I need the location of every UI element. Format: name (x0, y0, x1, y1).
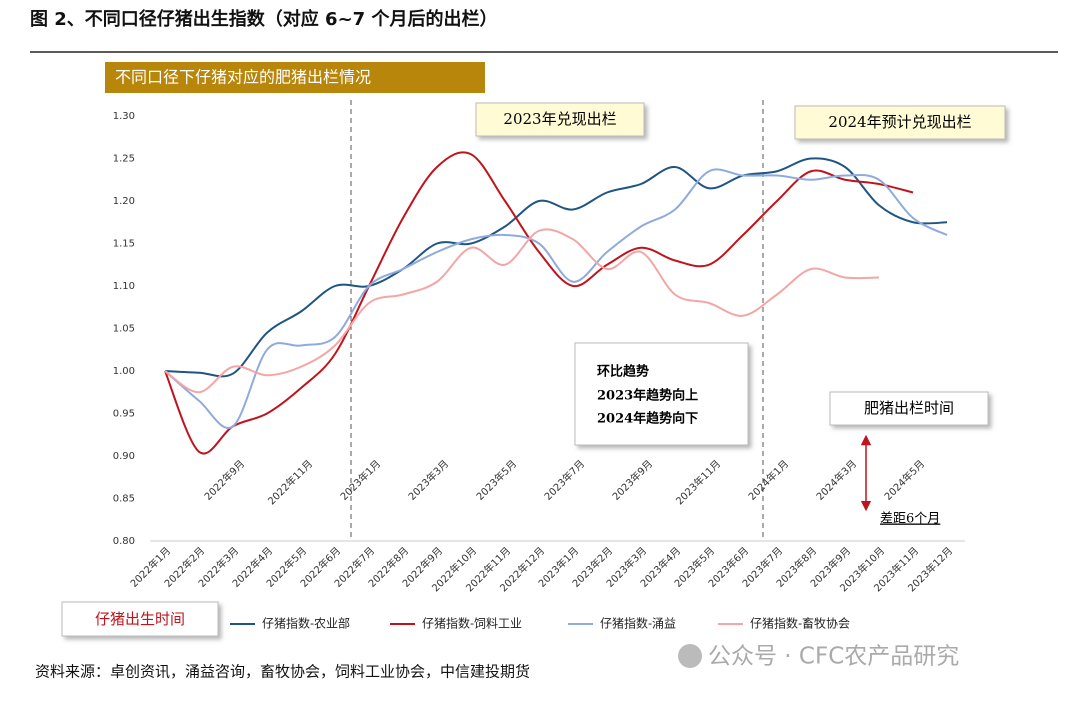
y-tick-label: 0.80 (113, 536, 135, 547)
x2-tick-label: 2024年3月 (813, 457, 859, 503)
y-tick-label: 1.30 (113, 111, 135, 122)
watermark-icon (678, 644, 702, 668)
chart-title: 图 2、不同口径仔猪出生指数（对应 6~7 个月后的出栏） (30, 8, 497, 30)
x2-tick-label: 2024年5月 (881, 457, 927, 503)
annotation: 2023年兑现出栏 (503, 110, 616, 128)
x2-tick-label: 2022年11月 (265, 457, 315, 507)
annotation-box (475, 102, 645, 137)
y-tick-label: 1.20 (113, 196, 135, 207)
annotation-box (794, 105, 1006, 140)
x2-tick-label: 2023年5月 (473, 457, 519, 503)
annotation-box (574, 342, 749, 446)
series-line (164, 151, 914, 455)
x2-tick-label: 2022年9月 (201, 457, 247, 503)
source: 资料来源：卓创资讯，涌益咨询，畜牧协会，饲料工业协会，中信建投期货 (35, 663, 530, 681)
annotation: 2024年预计兑现出栏 (828, 113, 971, 131)
y-tick-label: 0.95 (113, 409, 135, 420)
series-line (164, 157, 948, 378)
y-tick-label: 1.10 (113, 281, 135, 292)
series-line (164, 168, 948, 429)
y-tick-label: 1.15 (113, 239, 135, 250)
legend-label: 仔猪指数-饲料工业 (422, 616, 522, 631)
annotation: 2023年趋势向上 (597, 388, 698, 404)
watermark: 公众号 · CFC农产品研究 (708, 644, 959, 670)
y-tick-label: 0.90 (113, 451, 135, 462)
x2-tick-label: 2023年3月 (405, 457, 451, 503)
banner-bg (105, 62, 485, 93)
annotation: 肥猪出栏时间 (864, 399, 954, 417)
y-tick-label: 1.00 (113, 366, 135, 377)
y-tick-label: 1.05 (113, 324, 135, 335)
x2-tick-label: 2023年9月 (609, 457, 655, 503)
y-tick-label: 0.85 (113, 494, 135, 505)
x2-tick-label: 2024年1月 (745, 457, 791, 503)
y-tick-label: 1.25 (113, 154, 135, 165)
annotation: 仔猪出生时间 (95, 610, 185, 628)
banner: 不同口径下仔猪对应的肥猪出栏情况 (115, 68, 371, 87)
annotation: 环比趋势 (597, 364, 649, 380)
legend-label: 仔猪指数-涌益 (600, 616, 676, 631)
annotation: 差距6个月 (880, 512, 940, 527)
x2-tick-label: 2023年1月 (337, 457, 383, 503)
series-line (164, 228, 880, 394)
annotation-box (829, 391, 989, 426)
legend-label: 仔猪指数-畜牧协会 (750, 616, 850, 631)
x2-tick-label: 2023年7月 (541, 457, 587, 503)
annotation: 2024年趋势向下 (597, 411, 698, 427)
annotation-box (61, 601, 219, 637)
legend-label: 仔猪指数-农业部 (262, 616, 350, 631)
x2-tick-label: 2023年11月 (673, 457, 723, 507)
